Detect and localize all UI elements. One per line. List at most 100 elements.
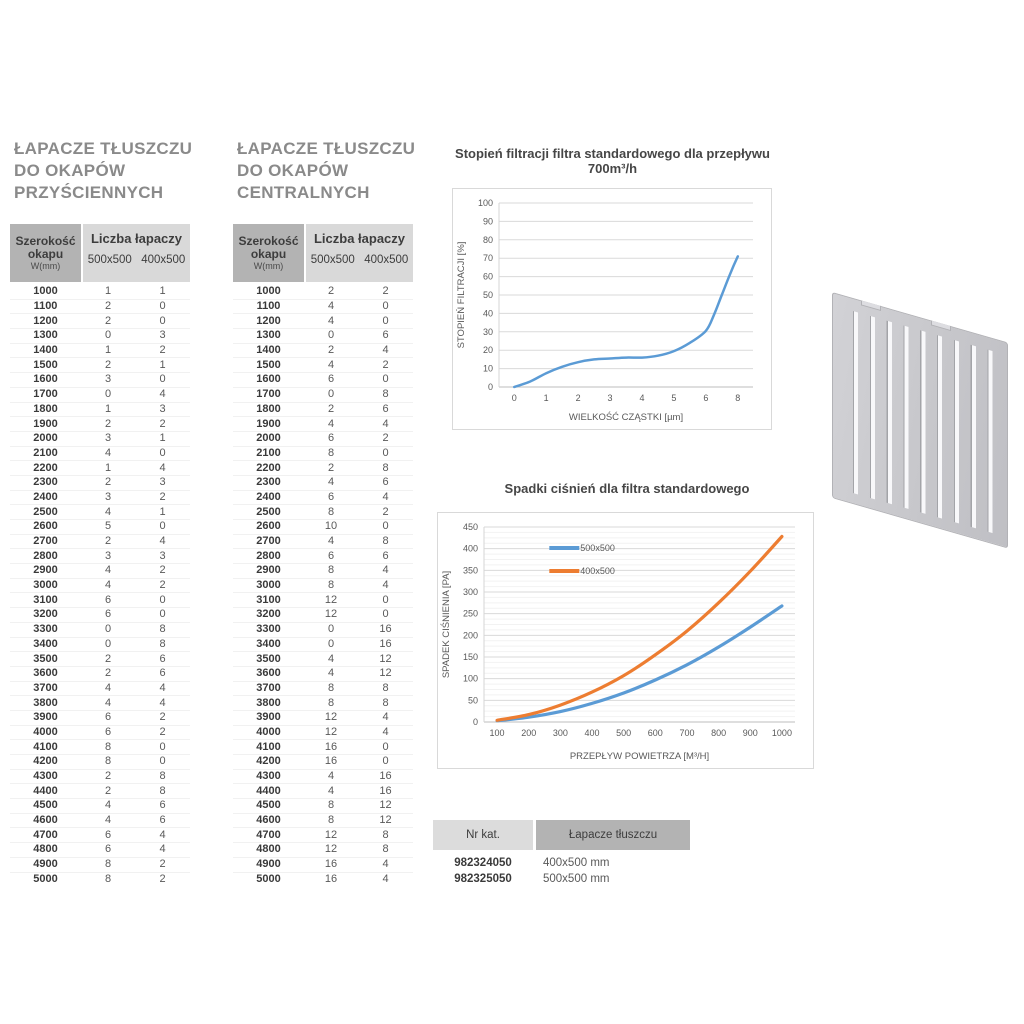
table-cell: 12 — [324, 593, 338, 606]
table-cell: 8 — [382, 828, 389, 841]
table-cell: 6 — [104, 828, 112, 841]
table-row: 1400 2 4 — [233, 344, 413, 359]
table-cell: 2 — [327, 285, 335, 298]
table-row: 4100 8 0 — [10, 740, 190, 755]
table-row: 2900 8 4 — [233, 564, 413, 579]
header-text: Liczba łapaczy — [313, 231, 406, 246]
table-row: 2100 4 0 — [10, 447, 190, 462]
table-cell: 2 — [382, 505, 389, 518]
table-cell: 0 — [327, 388, 335, 401]
header-trap-count: Liczba łapaczy 500x500 400x500 — [306, 224, 413, 282]
svg-text:6: 6 — [703, 393, 708, 403]
table-row: 2200 1 4 — [10, 461, 190, 476]
table-cell: 982324050 — [454, 857, 512, 869]
svg-text:50: 50 — [468, 695, 478, 705]
table-cell: 4800 — [33, 843, 58, 856]
title-line: CENTRALNYCH — [237, 183, 370, 202]
table-cell: 1900 — [33, 417, 58, 430]
table-cell: 5000 — [33, 873, 58, 886]
table-cell: 12 — [324, 828, 338, 841]
section-title-wall-hoods: ŁAPACZE TŁUSZCZU DO OKAPÓW PRZYŚCIENNYCH — [14, 138, 192, 204]
table-cell: 2600 — [33, 520, 58, 533]
pressure-drop-chart: 0 50 100 150 200 250 300 350 400 450 100 200 300 400 5… — [440, 522, 795, 762]
table-row: 4500 8 12 — [233, 799, 413, 814]
table-row: 2600 5 0 — [10, 520, 190, 535]
svg-text:PRZEPŁYW POWIETRZA [M³/H]: PRZEPŁYW POWIETRZA [M³/H] — [570, 751, 709, 762]
table-row: 1600 3 0 — [10, 373, 190, 388]
table-cell: 0 — [159, 373, 166, 386]
table-cell: 1000 — [256, 285, 281, 298]
table-row: 2900 4 2 — [10, 564, 190, 579]
table-row: 3000 8 4 — [233, 579, 413, 594]
table-cell: 2400 — [33, 490, 58, 503]
table-cell: 4400 — [256, 784, 281, 797]
table-cell: 0 — [382, 593, 389, 606]
table-cell: 1 — [104, 344, 112, 357]
table-cell: 0 — [327, 637, 335, 650]
table-row: 3300 0 16 — [233, 623, 413, 638]
table-cell: 0 — [382, 373, 389, 386]
table-cell: 4300 — [256, 770, 281, 783]
section-title-central-hoods: ŁAPACZE TŁUSZCZU DO OKAPÓW CENTRALNYCH — [237, 138, 415, 204]
table-cell: 2 — [382, 432, 389, 445]
header-text: Liczba łapaczy — [90, 231, 183, 246]
table-row: 3300 0 8 — [10, 623, 190, 638]
filtration-chart-panel: 0 10 20 30 40 50 60 70 80 90 100 0 1 2 3 4 5 6 8 WIELKOŚĆ C… — [452, 188, 772, 430]
table-cell: 1800 — [33, 402, 58, 415]
table-cell: 3400 — [256, 637, 281, 650]
table-cell: 1400 — [33, 344, 58, 357]
table-cell: 4 — [327, 667, 335, 680]
header-text: W(mm) — [253, 260, 284, 271]
svg-text:1000: 1000 — [772, 728, 792, 738]
table-row: 2700 2 4 — [10, 535, 190, 550]
table-cell: 1800 — [256, 402, 281, 415]
table-cell: 2200 — [33, 461, 58, 474]
header-size-500x500: 500x500 — [310, 254, 355, 266]
header-size-500x500: 500x500 — [87, 254, 132, 266]
svg-text:100: 100 — [478, 198, 493, 208]
table-cell: 2200 — [256, 461, 281, 474]
table-cell: 4500 — [33, 799, 58, 812]
table-cell: 2 — [159, 490, 166, 503]
table-cell: 4 — [382, 873, 389, 886]
table-cell: 8 — [382, 461, 389, 474]
table-cell: 4100 — [256, 740, 281, 753]
svg-text:STOPIEŃ FILTRACJI [%]: STOPIEŃ FILTRACJI [%] — [456, 242, 467, 349]
table-cell: 2300 — [33, 476, 58, 489]
table-cell: 12 — [324, 608, 338, 621]
table-cell: 16 — [324, 873, 338, 886]
table-cell: 1700 — [256, 388, 281, 401]
table-row: 5000 8 2 — [10, 873, 190, 888]
table-cell: 500x500 mm — [543, 873, 610, 885]
table-cell: 1 — [159, 432, 166, 445]
table-row: 1300 0 3 — [10, 329, 190, 344]
table-row: 4000 12 4 — [233, 726, 413, 741]
table-cell: 4 — [104, 814, 112, 827]
table-cell: 12 — [324, 843, 338, 856]
table-row: 3700 4 4 — [10, 682, 190, 697]
table-cell: 4900 — [33, 858, 58, 871]
table-cell: 4500 — [256, 799, 281, 812]
table-cell: 16 — [379, 784, 392, 797]
table-row: 2000 6 2 — [233, 432, 413, 447]
table-cell: 2500 — [33, 505, 58, 518]
table-cell: 4 — [382, 417, 389, 430]
table-row: 1100 2 0 — [10, 300, 190, 315]
svg-text:100: 100 — [463, 674, 478, 684]
svg-text:500x500: 500x500 — [580, 543, 615, 553]
table-row: 1700 0 4 — [10, 388, 190, 403]
table-row: 2200 2 8 — [233, 461, 413, 476]
table-cell: 6 — [327, 432, 335, 445]
table-cell: 3300 — [33, 623, 58, 636]
table-row: 3000 4 2 — [10, 579, 190, 594]
table-row: 2400 6 4 — [233, 491, 413, 506]
table-cell: 3400 — [33, 637, 58, 650]
table-cell: 2900 — [33, 564, 58, 577]
title-line: DO OKAPÓW — [14, 161, 126, 180]
table-cell: 6 — [327, 490, 335, 503]
table-cell: 16 — [379, 623, 392, 636]
table-cell: 3100 — [33, 593, 58, 606]
svg-text:50: 50 — [483, 290, 493, 300]
svg-text:40: 40 — [483, 308, 493, 318]
